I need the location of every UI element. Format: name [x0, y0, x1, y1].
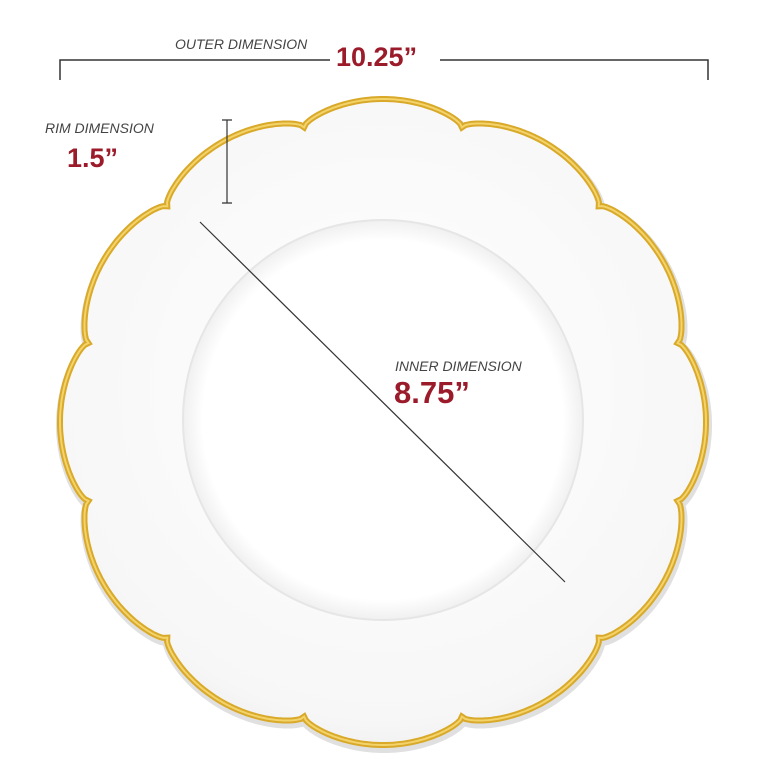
- inner-line: [199, 221, 566, 583]
- plate-gold-highlight: [59, 98, 707, 746]
- inner-value: 8.75”: [394, 375, 470, 410]
- rim-value: 1.5”: [67, 143, 118, 173]
- outer-value: 10.25”: [336, 42, 417, 72]
- rim-bracket: [222, 119, 232, 204]
- outer-label-bg: [330, 40, 440, 72]
- inner-label: INNER DIMENSION: [395, 358, 523, 374]
- outer-label: OUTER DIMENSION: [175, 36, 308, 52]
- rim-label: RIM DIMENSION: [45, 120, 155, 136]
- plate-well: [182, 219, 584, 621]
